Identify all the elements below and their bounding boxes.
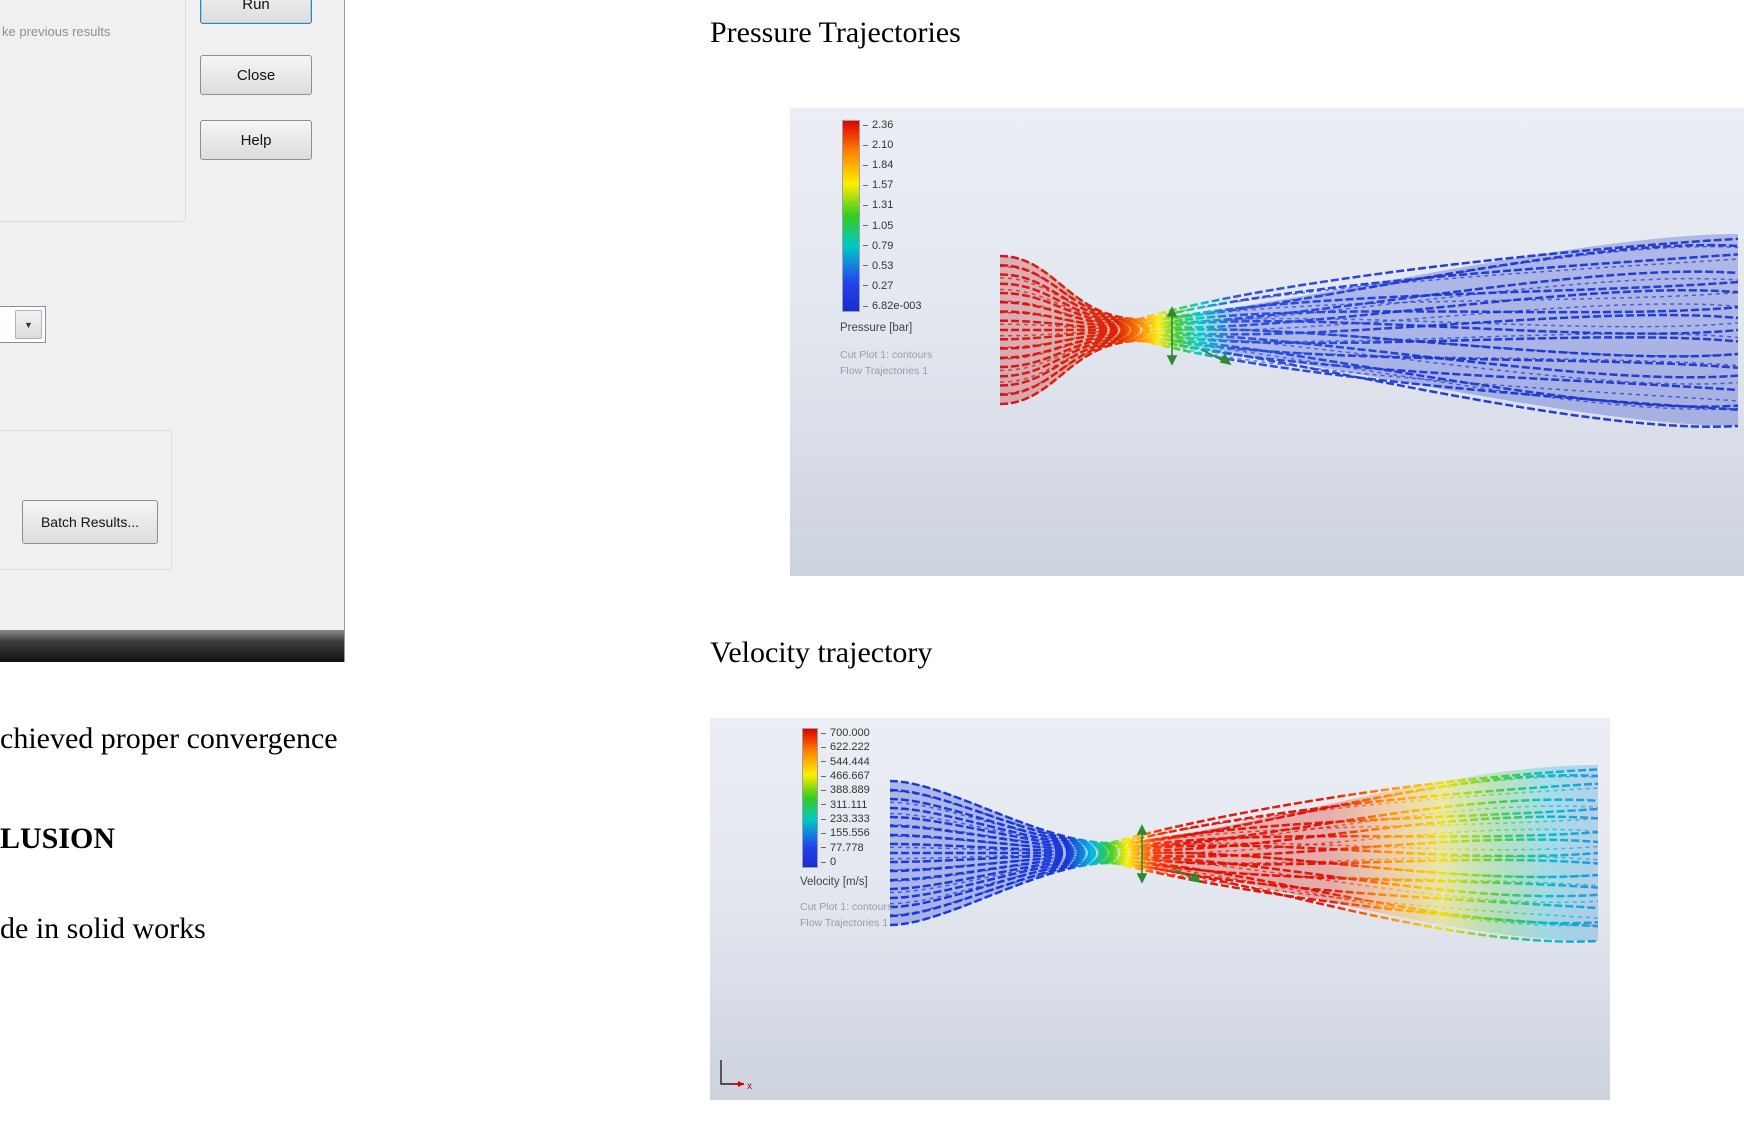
pressure-legend-values: 2.36 2.10 1.84 1.57 1.31 1.05 0.79 0.53 … [863,120,922,312]
velocity-section-title: Velocity trajectory [710,636,933,669]
pressure-section-title: Pressure Trajectories [710,16,961,49]
legend-value: 77.778 [821,842,870,854]
legend-value: 0 [821,856,870,868]
legend-value: 2.36 [863,120,922,131]
conclusion-heading: LUSION [0,822,116,855]
previous-results-label: ke previous results [2,24,111,39]
legend-value: 1.57 [863,180,922,191]
batch-results-button[interactable]: Batch Results... [22,500,158,544]
velocity-flow-plot [889,765,1599,943]
dialog-groupbox-top [0,0,186,222]
legend-value: 1.31 [863,200,922,211]
pressure-color-scale [842,120,860,312]
velocity-plot-caption: Cut Plot 1: contours Flow Trajectories 1 [800,900,892,932]
velocity-trajectory-figure: 700.000 622.222 544.444 466.667 388.889 … [710,718,1610,1100]
legend-value: 311.111 [821,799,870,811]
caption-line: Cut Plot 1: contours [800,901,893,913]
legend-value: 0.53 [863,260,922,272]
velocity-color-scale [802,728,818,868]
run-button[interactable]: Run [200,0,312,24]
dialog-groupbox-bottom [0,430,172,570]
legend-value: 544.444 [821,756,870,768]
reference-annotation-arrows [1166,306,1232,366]
legend-value: 0.79 [863,240,922,252]
pressure-legend: 2.36 2.10 1.84 1.57 1.31 1.05 0.79 0.53 … [842,120,922,312]
x-axis-label: x [747,1081,752,1092]
legend-value: 622.222 [821,742,870,753]
convergence-text: chieved proper convergence [0,722,338,755]
caption-line: Cut Plot 1: contours [840,349,933,361]
results-dropdown[interactable]: ▼ [0,306,46,343]
legend-value: 0.27 [863,280,922,292]
legend-value: 2.10 [863,140,922,151]
chevron-down-icon: ▼ [24,319,33,330]
dialog-bottom-edge [0,630,344,662]
reference-annotation-arrows [1136,824,1202,884]
caption-line: Flow Trajectories 1 [840,364,929,377]
legend-value: 1.05 [863,220,922,232]
velocity-unit-label: Velocity [m/s] [800,876,868,888]
legend-value: 466.667 [821,770,870,782]
pressure-unit-label: Pressure [bar] [840,322,913,334]
dropdown-button[interactable]: ▼ [15,310,42,339]
help-button[interactable]: Help [200,120,312,160]
velocity-legend: 700.000 622.222 544.444 466.667 388.889 … [802,728,870,868]
legend-value: 700.000 [821,728,870,739]
legend-value: 1.84 [863,160,922,171]
pressure-plot-caption: Cut Plot 1: contours Flow Trajectories 1 [840,348,932,380]
solidworks-text: de in solid works [0,912,206,945]
caption-line: Flow Trajectories 1 [800,916,889,929]
solver-run-dialog: ke previous results Run Close Help ▼ Bat… [0,0,345,662]
close-button[interactable]: Close [200,55,312,95]
coordinate-axis-marker: x [720,1060,752,1092]
pressure-flow-plot [999,234,1739,428]
legend-value: 388.889 [821,785,870,796]
velocity-legend-values: 700.000 622.222 544.444 466.667 388.889 … [821,728,870,868]
legend-value: 6.82e-003 [863,300,922,312]
pressure-trajectory-figure: 2.36 2.10 1.84 1.57 1.31 1.05 0.79 0.53 … [790,108,1744,576]
legend-value: 233.333 [821,813,870,825]
legend-value: 155.556 [821,828,870,839]
